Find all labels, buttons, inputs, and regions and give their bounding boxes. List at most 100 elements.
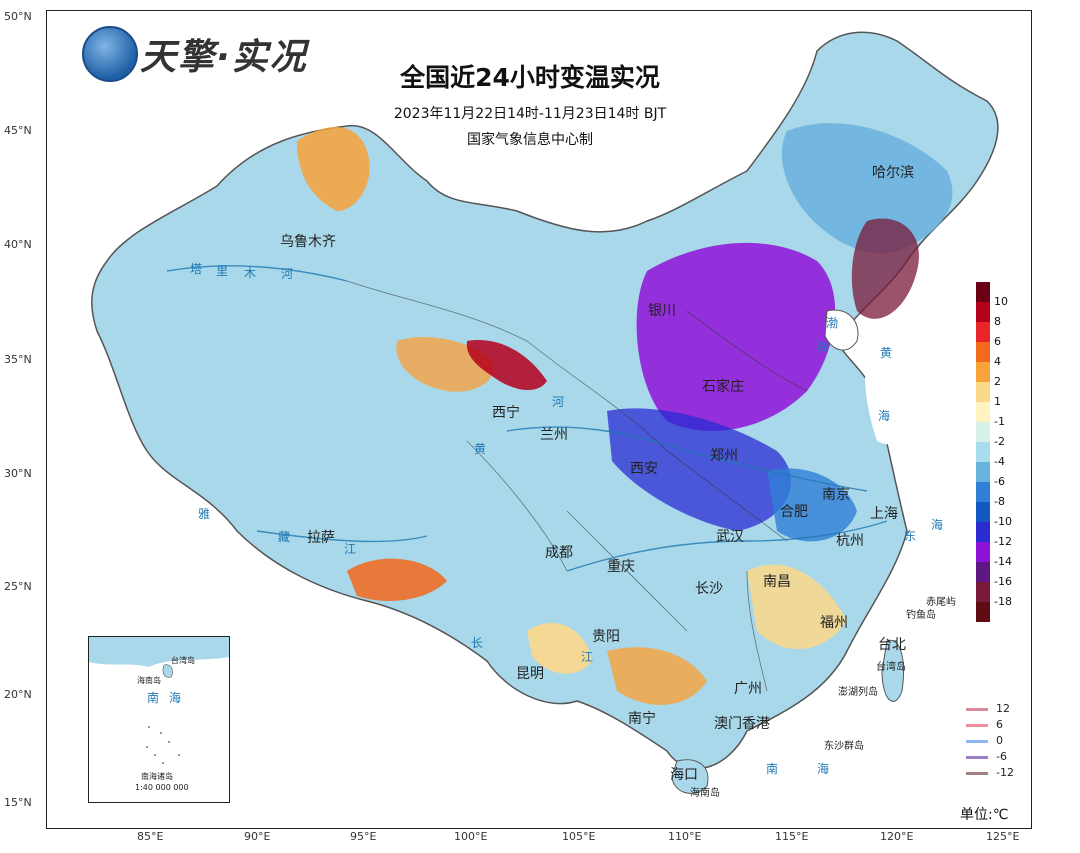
lat-label-35: 35°N: [4, 353, 32, 366]
legend-swatch: [976, 522, 990, 542]
legend-swatch: [976, 502, 990, 522]
province-boundaries: [346, 280, 808, 692]
lat-label-25: 25°N: [4, 580, 32, 593]
inset-scale: 1:40 000 000: [135, 783, 189, 792]
lat-label-15: 15°N: [4, 796, 32, 809]
city-nanjing: 南京: [822, 487, 850, 503]
city-guangzhou: 广州: [734, 681, 762, 697]
inset-label-taiwan: 台湾岛: [171, 656, 195, 665]
map-maker: 国家气象信息中心制: [467, 132, 593, 148]
hainan-island: [671, 759, 709, 794]
legend-tick-label: 6: [994, 335, 1001, 348]
river-label-huang: 黄: [474, 442, 487, 456]
island-hainan: 海南岛: [690, 788, 720, 799]
city-nanning: 南宁: [628, 711, 656, 727]
legend-swatch: [976, 282, 990, 302]
river-label-he-2: 河: [552, 395, 565, 409]
city-guiyang: 贵阳: [592, 629, 620, 645]
river-label-chang: 长: [471, 636, 484, 650]
city-taipei: 台北: [878, 637, 906, 653]
isoline-swatch: [966, 740, 988, 743]
isoline-label: 12: [996, 702, 1010, 715]
city-hongkong: 香港: [742, 716, 770, 732]
legend-tick-label: 2: [994, 375, 1001, 388]
legend-tick-label: 8: [994, 315, 1001, 328]
isoline-label: 0: [996, 734, 1003, 747]
region-north-very-cold: [636, 242, 836, 431]
inset-label-hai: 海: [169, 691, 182, 705]
lon-label-90: 90°E: [244, 830, 271, 843]
yellow-sea: [865, 348, 927, 445]
lon-label-125: 125°E: [986, 830, 1020, 843]
lat-label-20: 20°N: [4, 688, 32, 701]
legend-swatch: [976, 582, 990, 602]
city-xian: 西安: [630, 461, 658, 477]
lat-label-30: 30°N: [4, 467, 32, 480]
lon-label-115: 115°E: [775, 830, 809, 843]
legend-swatch: [976, 382, 990, 402]
isoline-label: -12: [996, 766, 1014, 779]
legend-tick-label: -14: [994, 555, 1012, 568]
isoline-label: -6: [996, 750, 1007, 763]
legend-tick-label: -12: [994, 535, 1012, 548]
legend-swatch: [976, 302, 990, 322]
river-label-ta: 塔: [190, 262, 203, 276]
legend-swatch: [976, 562, 990, 582]
city-harbin: 哈尔滨: [872, 165, 914, 181]
lon-label-105: 105°E: [562, 830, 596, 843]
legend-swatch: [976, 542, 990, 562]
region-liaoning-cold: [851, 218, 919, 319]
color-legend-bar: [976, 282, 990, 622]
island-chiweiyu: 赤尾屿: [926, 597, 956, 608]
inset-label-nanhai-islands: 南海诸岛: [141, 772, 173, 781]
logo-text: 天擎·实况: [140, 37, 308, 78]
city-macau: 澳门: [714, 716, 742, 732]
legend-swatch: [976, 482, 990, 502]
bohai-sea: [824, 309, 859, 351]
city-hefei: 合肥: [780, 504, 808, 520]
city-zhengzhou: 郑州: [710, 448, 738, 464]
isoline-label: 6: [996, 718, 1003, 731]
city-chongqing: 重庆: [607, 559, 635, 575]
region-central-blue: [607, 408, 792, 531]
city-yinchuan: 银川: [648, 303, 676, 319]
city-lanzhou: 兰州: [540, 427, 568, 443]
region-gansu-hot: [466, 340, 547, 391]
river-label-jiang-1: 江: [581, 650, 594, 664]
inset-label-nan: 南: [147, 691, 160, 705]
lon-label-95: 95°E: [350, 830, 377, 843]
river-label-zang: 藏: [278, 530, 291, 544]
map-title: 全国近24小时变温实况: [400, 63, 660, 92]
lat-label-45: 45°N: [4, 124, 32, 137]
legend-swatch: [976, 322, 990, 342]
temperature-change-map: [91, 31, 999, 794]
sea-label-bo: 渤: [826, 316, 839, 330]
region-yunnan-warm: [527, 622, 592, 674]
lon-label-120: 120°E: [880, 830, 914, 843]
city-fuzhou: 福州: [820, 615, 848, 631]
legend-tick-label: -6: [994, 475, 1005, 488]
inset-label-hainan: 海南岛: [137, 676, 161, 685]
legend-tick-label: -16: [994, 575, 1012, 588]
river-label-jiang-2: 江: [344, 542, 357, 556]
legend-swatch: [976, 462, 990, 482]
island-dongsha: 东沙群岛: [824, 741, 864, 752]
legend-tick-label: -18: [994, 595, 1012, 608]
isoline-swatch: [966, 724, 988, 727]
city-lhasa: 拉萨: [307, 530, 335, 546]
isoline-swatch: [966, 756, 988, 759]
region-xinjiang-warm: [297, 127, 370, 211]
river-label-he-1: 河: [281, 267, 294, 281]
lat-label-40: 40°N: [4, 238, 32, 251]
south-china-sea-inset: 台湾岛 海南岛 南 海 南海诸岛 1:40 000 000: [88, 636, 230, 803]
city-shijiazhuang: 石家庄: [702, 379, 744, 395]
city-nanchang: 南昌: [763, 574, 791, 590]
unit-label: 单位:℃: [960, 807, 1009, 823]
city-wuhan: 武汉: [716, 529, 744, 545]
city-changsha: 长沙: [695, 581, 723, 597]
island-penghu: 澎湖列岛: [838, 687, 878, 698]
legend-swatch: [976, 442, 990, 462]
legend-tick-label: 10: [994, 295, 1008, 308]
lon-label-100: 100°E: [454, 830, 488, 843]
region-east-blue: [767, 468, 857, 542]
